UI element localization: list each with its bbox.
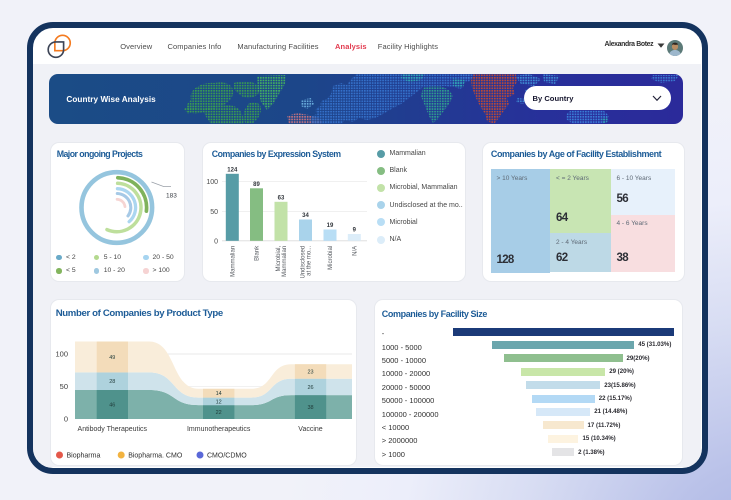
- svg-text:Microbial: Microbial: [328, 245, 334, 269]
- svg-text:Biopharma. CMO: Biopharma. CMO: [128, 452, 183, 459]
- svg-text:63: 63: [277, 195, 284, 201]
- svg-text:N/A: N/A: [352, 245, 358, 255]
- svg-text:Immunotherapeutics: Immunotherapeutics: [186, 426, 250, 433]
- svg-text:Antibody Therapeutics: Antibody Therapeutics: [77, 426, 147, 433]
- svg-text:14: 14: [215, 391, 221, 397]
- svg-text:Microbial,: Microbial,: [275, 245, 281, 271]
- svg-text:0: 0: [63, 414, 67, 423]
- svg-text:22: 22: [215, 410, 221, 416]
- svg-text:50: 50: [59, 382, 67, 391]
- svg-text:19: 19: [326, 223, 333, 229]
- svg-text:124: 124: [227, 167, 238, 173]
- svg-text:CMO/CDMO: CMO/CDMO: [207, 452, 247, 459]
- svg-text:0: 0: [214, 238, 218, 245]
- svg-text:Biopharma: Biopharma: [66, 452, 100, 459]
- svg-text:Vaccine: Vaccine: [298, 426, 322, 433]
- svg-text:100: 100: [55, 349, 68, 358]
- svg-text:26: 26: [307, 384, 313, 390]
- svg-text:Mammalian: Mammalian: [230, 245, 236, 276]
- svg-text:Mammalian: Mammalian: [282, 245, 288, 276]
- svg-text:89: 89: [253, 181, 260, 187]
- svg-text:49: 49: [109, 354, 115, 360]
- svg-text:12: 12: [215, 399, 221, 405]
- svg-text:Blank: Blank: [254, 244, 260, 260]
- svg-text:46: 46: [109, 402, 115, 408]
- svg-text:50: 50: [210, 208, 218, 215]
- svg-text:28: 28: [109, 379, 115, 385]
- svg-text:38: 38: [307, 405, 313, 411]
- svg-text:at the mo...: at the mo...: [306, 245, 312, 275]
- svg-text:100: 100: [206, 178, 218, 185]
- svg-text:183: 183: [166, 192, 177, 199]
- svg-text:Undisclosed: Undisclosed: [300, 245, 306, 278]
- svg-text:9: 9: [352, 227, 356, 233]
- svg-text:23: 23: [307, 369, 313, 375]
- svg-text:34: 34: [302, 213, 309, 219]
